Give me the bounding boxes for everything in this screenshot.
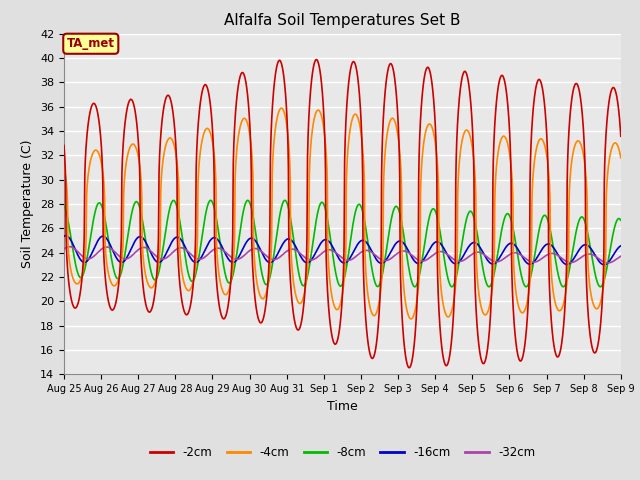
Y-axis label: Soil Temperature (C): Soil Temperature (C) — [22, 140, 35, 268]
Legend: -2cm, -4cm, -8cm, -16cm, -32cm: -2cm, -4cm, -8cm, -16cm, -32cm — [145, 442, 540, 464]
Title: Alfalfa Soil Temperatures Set B: Alfalfa Soil Temperatures Set B — [224, 13, 461, 28]
Text: TA_met: TA_met — [67, 37, 115, 50]
X-axis label: Time: Time — [327, 400, 358, 413]
